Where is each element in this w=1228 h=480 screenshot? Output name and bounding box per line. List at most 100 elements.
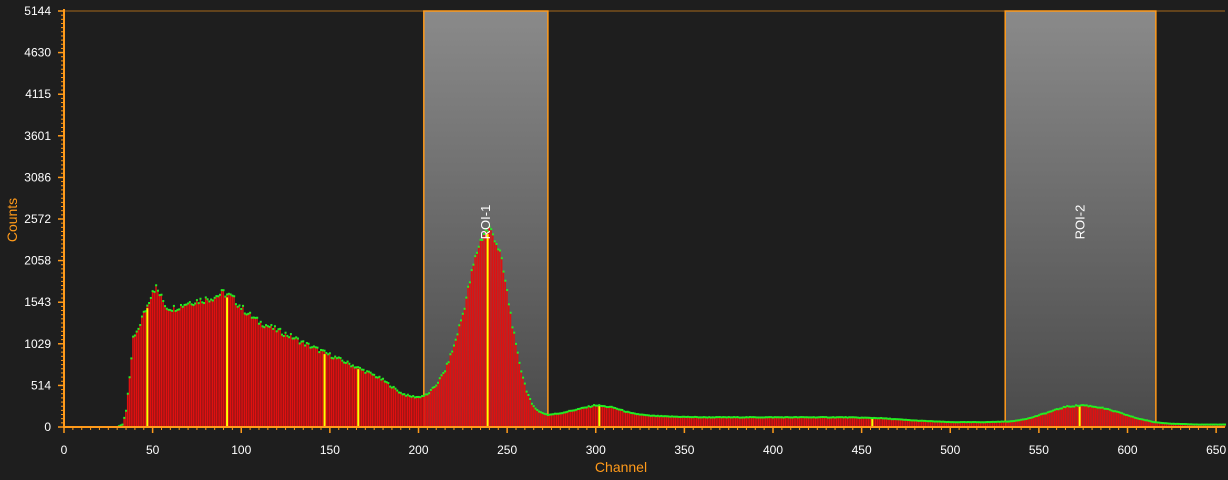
spectrum-point bbox=[371, 373, 374, 376]
spectrum-bar bbox=[1179, 423, 1182, 427]
spectrum-point bbox=[552, 413, 555, 416]
spectrum-bar bbox=[699, 417, 701, 427]
y-tick-label: 3601 bbox=[24, 129, 51, 143]
spectrum-point bbox=[1208, 423, 1211, 426]
spectrum-bar bbox=[640, 414, 643, 427]
spectrum-bar bbox=[196, 300, 198, 427]
spectrum-point bbox=[883, 417, 886, 420]
spectrum-point bbox=[598, 404, 601, 407]
spectrum-bar bbox=[531, 403, 533, 427]
spectrum-point bbox=[158, 294, 161, 297]
spectrum-bar bbox=[1217, 424, 1219, 427]
spectrum-bar bbox=[562, 412, 565, 427]
spectrum-point bbox=[300, 340, 303, 343]
spectrum-bar bbox=[265, 325, 267, 427]
spectrum-bar bbox=[412, 396, 414, 427]
spectrum-point bbox=[307, 342, 310, 345]
spectrum-bar bbox=[1062, 406, 1065, 427]
spectrum-bar bbox=[1089, 405, 1091, 427]
spectrum-bar bbox=[566, 411, 568, 427]
spectrum-point bbox=[187, 302, 190, 305]
spectrum-bar bbox=[878, 418, 880, 427]
spectrum-point bbox=[1014, 419, 1017, 422]
spectrum-bar bbox=[906, 420, 909, 427]
spectrum-bar bbox=[1224, 424, 1226, 427]
spectrum-point bbox=[750, 416, 753, 419]
spectrum-point bbox=[1222, 423, 1225, 426]
x-tick-label: 550 bbox=[1029, 443, 1049, 457]
y-tick-label: 3086 bbox=[24, 170, 51, 184]
spectrum-bar bbox=[988, 422, 990, 427]
spectrum-bar bbox=[864, 417, 866, 427]
spectrum-bar bbox=[754, 417, 756, 427]
spectrum-bar bbox=[867, 417, 870, 427]
spectrum-bar bbox=[1211, 424, 1214, 427]
spectrum-bar bbox=[474, 256, 476, 427]
spectrum-bar bbox=[860, 417, 863, 427]
spectrum-point bbox=[647, 414, 650, 417]
spectrum-point bbox=[525, 390, 528, 393]
spectrum-bar bbox=[522, 377, 524, 427]
spectrum-bar bbox=[461, 313, 464, 427]
spectrum-bar bbox=[601, 406, 604, 427]
spectrum-bar bbox=[518, 362, 521, 427]
spectrum-bar bbox=[508, 304, 510, 427]
spectrum-point bbox=[897, 418, 900, 421]
spectrum-point bbox=[899, 418, 902, 421]
spectrum-bar bbox=[834, 417, 836, 427]
spectrum-point bbox=[791, 416, 794, 419]
spectrum-point bbox=[550, 413, 553, 416]
spectrum-bar bbox=[979, 422, 981, 427]
spectrum-point bbox=[250, 316, 253, 319]
spectrum-bar bbox=[1135, 418, 1137, 427]
spectrum-bar bbox=[339, 358, 342, 427]
spectrum-bar bbox=[277, 329, 280, 427]
spectrum-point bbox=[1117, 411, 1120, 414]
spectrum-bar bbox=[1052, 410, 1054, 427]
spectrum-bar bbox=[307, 343, 310, 427]
spectrum-point bbox=[796, 416, 799, 419]
spectrum-point bbox=[458, 324, 461, 327]
spectrum-point bbox=[789, 416, 792, 419]
spectrum-bar bbox=[236, 306, 239, 427]
spectrum-bar bbox=[295, 337, 297, 427]
spectrum-bar bbox=[1032, 417, 1035, 427]
spectrum-point bbox=[470, 269, 473, 272]
spectrum-bar bbox=[1124, 414, 1127, 427]
spectrum-bar bbox=[738, 417, 740, 427]
spectrum-bar bbox=[1185, 424, 1187, 427]
spectrum-bar bbox=[1137, 418, 1139, 427]
spectrum-point bbox=[1069, 405, 1072, 408]
spectrum-bar bbox=[1213, 424, 1215, 427]
spectrum-bar bbox=[617, 409, 620, 427]
spectrum-bar bbox=[591, 406, 593, 427]
spectrum-bar bbox=[330, 357, 333, 427]
spectrum-point bbox=[474, 255, 477, 258]
spectrum-bar bbox=[391, 387, 393, 427]
spectrum-bar bbox=[245, 314, 248, 427]
spectrum-bar bbox=[729, 417, 732, 427]
spectrum-bar bbox=[626, 411, 629, 427]
spectrum-point bbox=[982, 421, 985, 424]
spectrum-bar bbox=[192, 305, 194, 427]
spectrum-bar bbox=[780, 417, 783, 427]
spectrum-point bbox=[936, 420, 939, 423]
spectrum-bar bbox=[633, 413, 636, 427]
spectrum-bar bbox=[1151, 421, 1153, 427]
spectrum-bar bbox=[399, 392, 402, 427]
spectrum-bar bbox=[731, 417, 733, 427]
spectrum-bar bbox=[1209, 424, 1212, 427]
spectrum-point bbox=[497, 248, 500, 251]
spectrum-bar bbox=[600, 405, 602, 427]
spectrum-point bbox=[1060, 407, 1063, 410]
spectrum-point bbox=[566, 410, 569, 413]
spectrum-point bbox=[240, 308, 243, 311]
spectrum-bar bbox=[297, 338, 299, 427]
spectrum-point bbox=[1016, 419, 1019, 422]
spectrum-bar bbox=[940, 421, 942, 427]
spectrum-bar bbox=[607, 407, 609, 427]
spectrum-bar bbox=[500, 258, 503, 427]
spectrum-bar bbox=[410, 396, 412, 427]
spectrum-point bbox=[190, 303, 193, 306]
spectrum-bar bbox=[850, 417, 852, 427]
